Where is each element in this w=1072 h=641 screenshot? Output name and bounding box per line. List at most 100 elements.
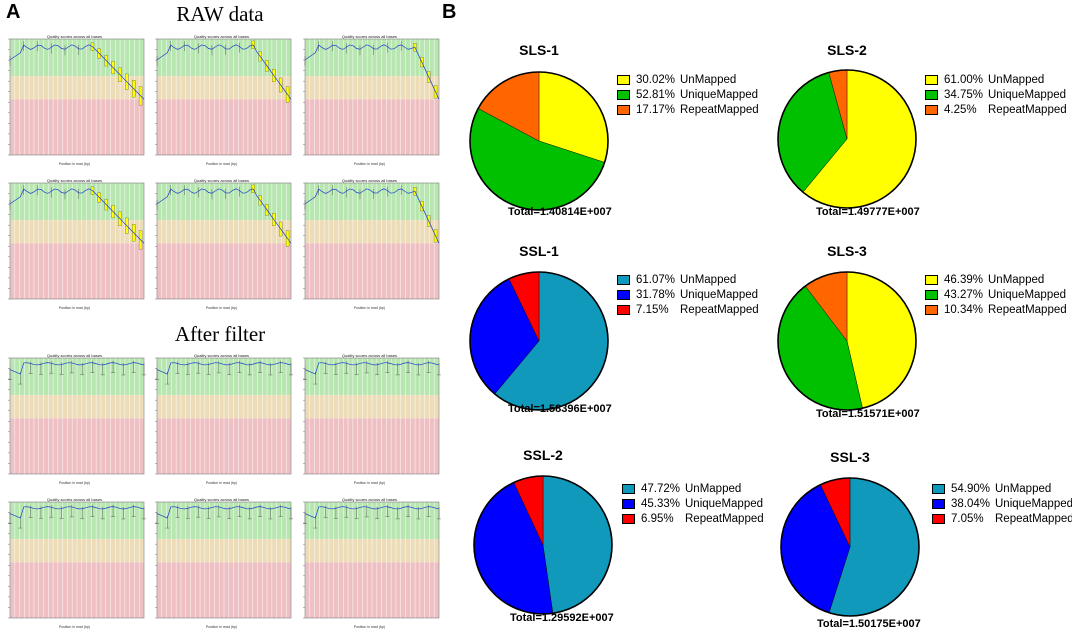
quality-plot-title: Quality scores across all bases bbox=[341, 34, 398, 39]
quality-plot: Quality scores across all bases Position … bbox=[2, 178, 147, 310]
quality-plot-title: Quality scores across all bases bbox=[193, 497, 250, 502]
legend-percent: 54.90% bbox=[951, 482, 991, 495]
pie-title: SSL-1 bbox=[519, 243, 559, 259]
pie-legend: 61.00% UnMapped 34.75% UniqueMapped 4.25% Rep… bbox=[925, 72, 1067, 117]
legend-swatch bbox=[617, 74, 630, 85]
quality-plot-svg bbox=[155, 357, 293, 475]
legend-item: 4.25% RepeatMapped bbox=[925, 102, 1067, 117]
legend-label: RepeatMapped bbox=[988, 103, 1067, 116]
pie-title: SLS-3 bbox=[827, 243, 867, 259]
legend-label: RepeatMapped bbox=[995, 512, 1072, 525]
pie-title: SSL-3 bbox=[830, 449, 870, 465]
pie-outline bbox=[469, 71, 609, 211]
pie-total: Total=1.49777E+007 bbox=[816, 206, 920, 218]
pie-outline bbox=[469, 271, 609, 411]
quality-plot-xlabel: Position in read (bp) bbox=[58, 306, 91, 310]
legend-percent: 34.75% bbox=[944, 88, 984, 101]
legend-swatch bbox=[622, 513, 635, 524]
legend-swatch bbox=[925, 304, 938, 315]
quality-plot-svg bbox=[8, 38, 145, 156]
quality-plot-title: Quality scores across all bases bbox=[341, 497, 398, 502]
legend-label: UnMapped bbox=[988, 273, 1045, 286]
pie-chart bbox=[780, 477, 920, 617]
quality-plot-title: Quality scores across all bases bbox=[46, 353, 103, 358]
panel-b-label: B bbox=[442, 1, 457, 23]
legend-label: RepeatMapped bbox=[685, 512, 764, 525]
legend-item: 7.15% RepeatMapped bbox=[617, 302, 759, 317]
legend-percent: 7.05% bbox=[951, 512, 984, 525]
pie-title: SSL-2 bbox=[523, 447, 563, 463]
legend-percent: 52.81% bbox=[636, 88, 676, 101]
quality-plot-title: Quality scores across all bases bbox=[193, 178, 250, 183]
quality-plot-xlabel: Position in read (bp) bbox=[353, 625, 386, 629]
quality-plot: Quality scores across all bases Position … bbox=[149, 178, 294, 310]
quality-plot-xlabel: Position in read (bp) bbox=[205, 162, 238, 166]
legend-swatch bbox=[617, 274, 630, 285]
legend-percent: 43.27% bbox=[944, 288, 984, 301]
quality-plot-xlabel: Position in read (bp) bbox=[58, 162, 91, 166]
quality-plot: Quality scores across all bases Position … bbox=[149, 497, 294, 629]
legend-swatch bbox=[932, 513, 945, 524]
quality-plot-title: Quality scores across all bases bbox=[341, 353, 398, 358]
legend-item: 6.95% RepeatMapped bbox=[622, 511, 764, 526]
legend-percent: 47.72% bbox=[641, 482, 681, 495]
legend-swatch bbox=[925, 289, 938, 300]
quality-plot-svg bbox=[303, 357, 441, 475]
pie-outline bbox=[780, 477, 920, 617]
pie-outline bbox=[777, 69, 917, 209]
pie-chart bbox=[469, 271, 609, 411]
quality-plot-svg bbox=[303, 182, 440, 300]
pie-chart bbox=[473, 475, 613, 615]
legend-swatch bbox=[617, 104, 630, 115]
legend-percent: 6.95% bbox=[641, 512, 674, 525]
legend-item: 47.72% UnMapped bbox=[622, 481, 764, 496]
legend-swatch bbox=[925, 274, 938, 285]
legend-label: UniqueMapped bbox=[988, 88, 1067, 101]
legend-swatch bbox=[925, 74, 938, 85]
quality-plot: Quality scores across all bases Position … bbox=[297, 34, 442, 166]
legend-percent: 61.00% bbox=[944, 73, 984, 86]
quality-plot: Quality scores across all bases Position … bbox=[149, 353, 294, 485]
quality-plot-xlabel: Position in read (bp) bbox=[58, 481, 91, 485]
legend-percent: 46.39% bbox=[944, 273, 984, 286]
quality-plot-xlabel: Position in read (bp) bbox=[353, 162, 386, 166]
quality-plot: Quality scores across all bases Position … bbox=[297, 353, 442, 485]
pie-slice-unmapped bbox=[542, 475, 613, 614]
pie-total: Total=1.58396E+007 bbox=[508, 403, 612, 415]
pie-chart bbox=[469, 71, 609, 211]
quality-plot-svg bbox=[303, 501, 441, 619]
legend-percent: 30.02% bbox=[636, 73, 676, 86]
legend-item: 43.27% UniqueMapped bbox=[925, 287, 1067, 302]
pie-legend: 61.07% UnMapped 31.78% UniqueMapped 7.15% Rep… bbox=[617, 272, 759, 317]
quality-plot: Quality scores across all bases Position … bbox=[149, 34, 294, 166]
legend-item: 61.07% UnMapped bbox=[617, 272, 759, 287]
quality-plot-xlabel: Position in read (bp) bbox=[353, 306, 386, 310]
legend-item: 30.02% UnMapped bbox=[617, 72, 759, 87]
legend-swatch bbox=[925, 89, 938, 100]
legend-percent: 17.17% bbox=[636, 103, 676, 116]
quality-plot-title: Quality scores across all bases bbox=[46, 34, 103, 39]
quality-plot-title: Quality scores across all bases bbox=[341, 178, 398, 183]
pie-outline bbox=[777, 271, 917, 411]
legend-item: 46.39% UnMapped bbox=[925, 272, 1067, 287]
quality-plot-xlabel: Position in read (bp) bbox=[205, 481, 238, 485]
legend-label: UniqueMapped bbox=[988, 288, 1067, 301]
quality-plot-xlabel: Position in read (bp) bbox=[205, 625, 238, 629]
quality-plot: Quality scores across all bases Position … bbox=[297, 178, 442, 310]
quality-plot-title: Quality scores across all bases bbox=[193, 353, 250, 358]
pie-total: Total=1.50175E+007 bbox=[817, 618, 921, 630]
quality-plot-svg bbox=[303, 38, 440, 156]
legend-swatch bbox=[617, 289, 630, 300]
pie-total: Total=1.40814E+007 bbox=[508, 206, 612, 218]
quality-plot: Quality scores across all bases Position … bbox=[297, 497, 442, 629]
legend-item: 45.33% UniqueMapped bbox=[622, 496, 764, 511]
pie-title: SLS-2 bbox=[827, 42, 867, 58]
quality-plot-title: Quality scores across all bases bbox=[46, 178, 103, 183]
pie-legend: 30.02% UnMapped 52.81% UniqueMapped 17.17% Re… bbox=[617, 72, 759, 117]
legend-label: UnMapped bbox=[988, 73, 1045, 86]
after-filter-title: After filter bbox=[174, 322, 266, 346]
quality-plot-xlabel: Position in read (bp) bbox=[353, 481, 386, 485]
pie-legend: 46.39% UnMapped 43.27% UniqueMapped 10.34% Re… bbox=[925, 272, 1067, 317]
legend-item: 61.00% UnMapped bbox=[925, 72, 1067, 87]
legend-percent: 7.15% bbox=[636, 303, 669, 316]
